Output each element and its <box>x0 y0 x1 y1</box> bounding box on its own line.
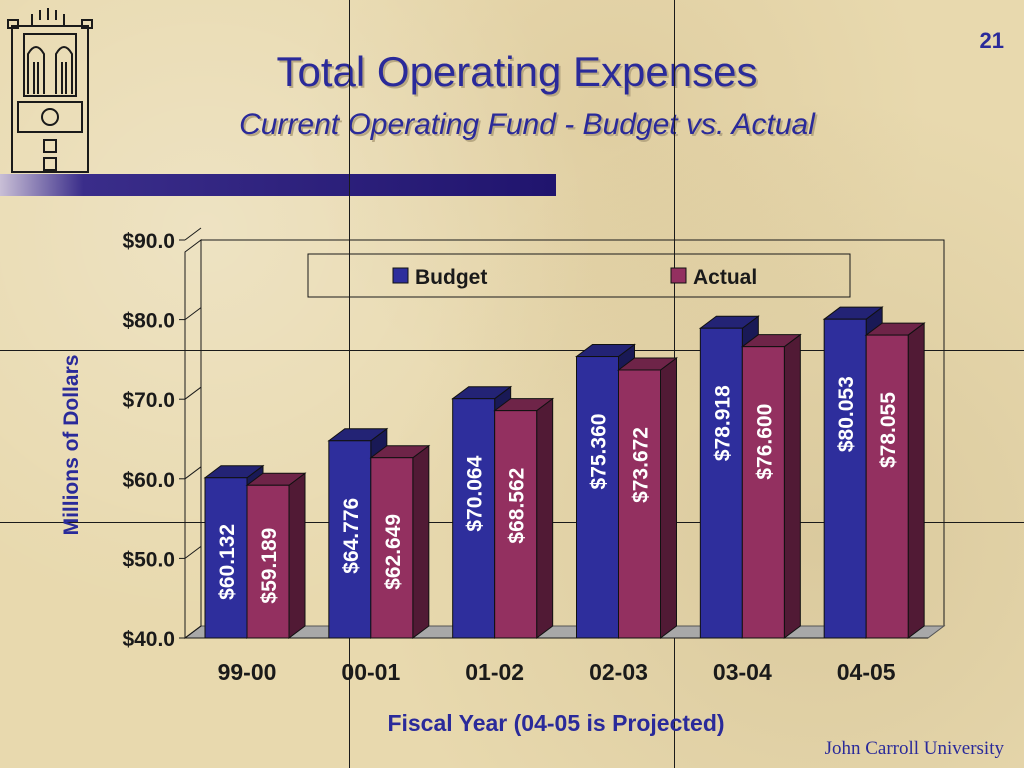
bar-actual-02-03 <box>618 369 661 639</box>
page-title: Total Operating Expenses <box>276 48 758 95</box>
y-tick-label: $50.0 <box>122 548 175 571</box>
plot-side-wall <box>184 239 202 639</box>
data-label: $59.189 <box>258 528 281 604</box>
bar-budget-01-02 <box>452 398 496 639</box>
slide-number: 21 <box>979 28 1004 53</box>
x-axis-label: Fiscal Year (04-05 is Projected) <box>387 710 724 736</box>
data-label: $68.562 <box>506 468 529 544</box>
data-label: $70.064 <box>464 455 487 531</box>
bar-budget-02-03 <box>576 356 619 639</box>
legend-label: Budget <box>415 266 487 289</box>
bar-side-actual <box>660 356 677 639</box>
page-subtitle: Current Operating Fund - Budget vs. Actu… <box>239 108 815 141</box>
horizontal-guide-line <box>0 350 1024 351</box>
university-brand: John Carroll University <box>824 738 1004 759</box>
legend-swatch <box>670 267 687 284</box>
bar-budget-03-04 <box>699 327 743 639</box>
gridline-connector <box>184 307 202 321</box>
bar-budget-99-00 <box>204 477 248 639</box>
data-label: $78.918 <box>711 385 734 461</box>
data-label: $80.053 <box>835 376 858 452</box>
tower-logo-icon <box>7 8 93 173</box>
data-label: $76.600 <box>753 404 776 480</box>
bar-side-actual <box>783 333 801 639</box>
gridline-connector <box>184 546 202 559</box>
y-tick-label: $60.0 <box>122 469 175 492</box>
x-tick-label: 00-01 <box>341 659 400 685</box>
y-tick-label: $70.0 <box>122 389 175 412</box>
gridline-connector <box>184 386 202 400</box>
gridline-connector <box>184 466 202 480</box>
gridline-connector <box>184 227 202 241</box>
x-tick-label: 04-05 <box>837 659 896 685</box>
bar-side-actual <box>907 322 925 639</box>
legend-swatch <box>392 267 409 284</box>
bar-actual-01-02 <box>494 410 538 639</box>
y-tick-label: $90.0 <box>122 230 175 253</box>
x-tick-label: 02-03 <box>589 659 648 685</box>
y-tick-label: $40.0 <box>122 628 175 651</box>
data-label: $60.132 <box>216 524 239 600</box>
bar-actual-00-01 <box>370 457 414 639</box>
legend-box <box>307 253 851 298</box>
data-label: $75.360 <box>588 414 611 490</box>
title-underline-bar <box>0 174 556 196</box>
x-tick-label: 01-02 <box>465 659 524 685</box>
bar-side-actual <box>288 472 306 639</box>
bar-side-actual <box>536 397 554 639</box>
bar-actual-03-04 <box>741 346 785 639</box>
data-label: $64.776 <box>340 498 363 574</box>
bar-actual-04-05 <box>865 334 909 639</box>
data-label: $78.055 <box>877 392 900 468</box>
bar-side-actual <box>412 444 430 639</box>
gridline-connector <box>184 625 202 639</box>
bar-actual-99-00 <box>246 484 290 639</box>
y-tick-label: $80.0 <box>122 310 175 333</box>
x-tick-label: 03-04 <box>713 659 772 685</box>
vertical-guide-line <box>349 0 350 768</box>
x-tick-label: 99-00 <box>218 659 277 685</box>
data-label: $73.672 <box>630 427 653 503</box>
data-label: $62.649 <box>382 514 405 590</box>
legend-label: Actual <box>693 266 757 289</box>
bar-budget-04-05 <box>823 318 867 639</box>
y-axis-label: Millions of Dollars <box>60 355 83 536</box>
